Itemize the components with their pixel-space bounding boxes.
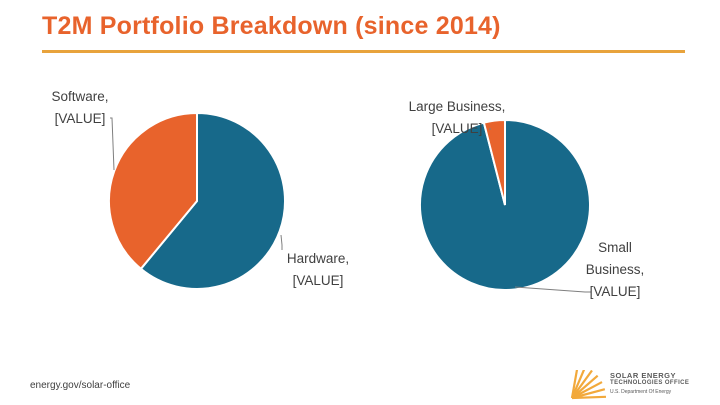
data-label-hardware-value: [VALUE]: [292, 273, 344, 288]
sun-rays-icon: [570, 370, 607, 400]
data-label-large-business: Large Business, [VALUE]: [402, 96, 512, 140]
data-label-hardware: Hardware, [VALUE]: [283, 248, 353, 292]
data-label-small-business: Small Business, [VALUE]: [578, 237, 652, 303]
leader-line-hardware: [280, 234, 283, 250]
logo-ray: [570, 370, 586, 399]
data-label-small-business-name2: Business,: [585, 262, 645, 277]
data-label-large-business-value: [VALUE]: [431, 121, 483, 136]
data-label-hardware-name: Hardware,: [286, 251, 350, 266]
pie-slice-large-business: [482, 118, 506, 206]
pie-chart-technology: [108, 111, 286, 290]
data-label-software: Software, [VALUE]: [45, 86, 115, 130]
logo-ray: [571, 370, 593, 399]
seto-logo: SOLAR ENERGY TECHNOLOGIES OFFICE U.S. De…: [566, 370, 716, 400]
logo-ray: [571, 395, 607, 400]
data-label-large-business-name: Large Business,: [408, 99, 506, 114]
data-label-small-business-name: Small: [598, 240, 632, 255]
logo-ray: [571, 388, 606, 400]
footer-url[interactable]: energy.gov/solar-office: [30, 380, 131, 391]
leader-lines: [110, 117, 591, 293]
data-label-software-value: [VALUE]: [54, 111, 106, 126]
pie-chart-business-size: [419, 118, 591, 291]
pie-slice-hardware: [139, 111, 286, 290]
pie-slice-software: [108, 111, 198, 271]
logo-ray: [570, 370, 579, 399]
data-label-small-business-value: [VALUE]: [589, 284, 641, 299]
logo-line-3: U.S. Department Of Energy: [610, 389, 672, 395]
logo-line-2: TECHNOLOGIES OFFICE: [610, 380, 690, 386]
logo-ray: [571, 381, 603, 399]
leader-line-small-business: [514, 286, 591, 293]
logo-ray: [571, 374, 599, 399]
leader-line-software: [110, 117, 115, 171]
title-underline: [42, 50, 685, 53]
page-title: T2M Portfolio Breakdown (since 2014): [42, 12, 501, 40]
data-label-software-name: Software,: [51, 89, 109, 104]
logo-line-1: SOLAR ENERGY: [610, 371, 677, 380]
